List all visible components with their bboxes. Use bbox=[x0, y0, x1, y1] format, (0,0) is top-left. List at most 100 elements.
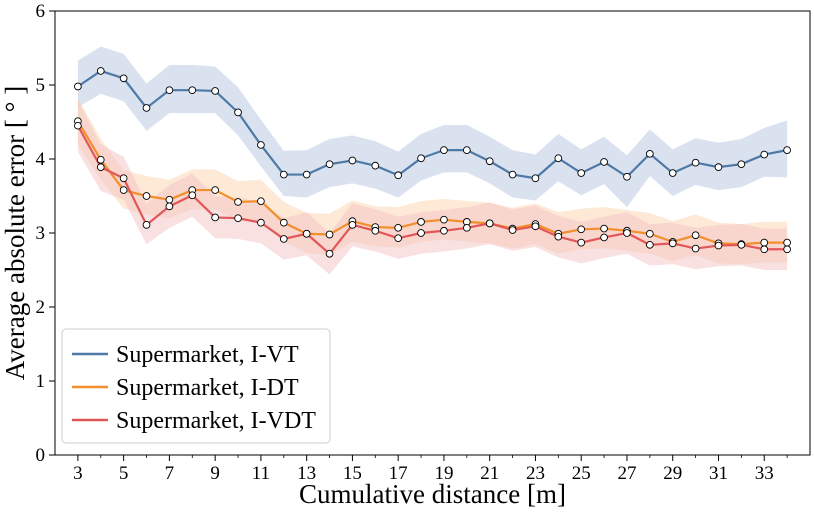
point-series-2 bbox=[645, 229, 654, 238]
point-series-1 bbox=[531, 174, 540, 183]
x-tick-label: 9 bbox=[210, 463, 220, 484]
point-series-3 bbox=[485, 219, 494, 228]
legend-label-series-3: Supermarket, I-VDT bbox=[116, 408, 316, 434]
point-series-3 bbox=[211, 213, 220, 222]
point-series-1 bbox=[371, 161, 380, 170]
point-series-3 bbox=[462, 223, 471, 232]
x-tick-label: 27 bbox=[617, 463, 636, 484]
point-series-2 bbox=[257, 197, 265, 206]
point-series-3 bbox=[165, 202, 174, 211]
point-series-3 bbox=[623, 229, 631, 237]
point-series-3 bbox=[371, 226, 380, 235]
point-series-3 bbox=[188, 191, 197, 200]
point-series-2 bbox=[325, 230, 334, 239]
point-series-3 bbox=[783, 245, 791, 254]
y-tick-label: 0 bbox=[36, 445, 46, 466]
point-series-1 bbox=[325, 160, 334, 169]
point-series-3 bbox=[417, 229, 425, 237]
series-markers bbox=[74, 67, 791, 258]
point-series-1 bbox=[279, 170, 288, 179]
point-series-3 bbox=[257, 218, 265, 227]
x-tick-label: 5 bbox=[119, 463, 129, 484]
x-tick-label: 7 bbox=[165, 463, 175, 484]
point-series-1 bbox=[577, 169, 586, 177]
point-series-3 bbox=[554, 232, 563, 241]
x-tick-label: 25 bbox=[572, 463, 591, 484]
point-series-2 bbox=[783, 238, 791, 247]
y-axis-ticks: 0 1 2 3 4 5 6 bbox=[36, 1, 55, 466]
point-series-2 bbox=[142, 192, 151, 200]
y-axis-title: Average absolute error [ ° ] bbox=[0, 86, 30, 380]
point-series-1 bbox=[142, 104, 151, 112]
point-series-1 bbox=[645, 149, 654, 158]
legend: Supermarket, I-VT Supermarket, I-DT Superm… bbox=[61, 328, 331, 444]
x-tick-label: 33 bbox=[755, 463, 774, 484]
y-tick-label: 2 bbox=[36, 297, 46, 318]
point-series-1 bbox=[211, 87, 220, 95]
point-series-1 bbox=[714, 163, 723, 171]
legend-box bbox=[61, 328, 331, 444]
point-series-3 bbox=[302, 229, 311, 238]
x-tick-label: 11 bbox=[252, 463, 270, 484]
point-series-3 bbox=[440, 226, 448, 235]
point-series-3 bbox=[119, 174, 128, 183]
point-series-1 bbox=[234, 108, 242, 117]
point-series-2 bbox=[119, 186, 128, 194]
point-series-2 bbox=[600, 224, 608, 233]
point-series-3 bbox=[760, 245, 769, 254]
point-series-1 bbox=[623, 172, 631, 181]
point-series-1 bbox=[74, 82, 82, 91]
point-series-2 bbox=[165, 195, 174, 204]
x-tick-label: 31 bbox=[709, 463, 728, 484]
point-series-1 bbox=[394, 171, 403, 180]
point-series-1 bbox=[691, 158, 700, 167]
y-tick-label: 4 bbox=[36, 149, 46, 170]
point-series-3 bbox=[394, 234, 403, 243]
legend-label-series-2: Supermarket, I-DT bbox=[116, 375, 299, 401]
x-tick-label: 21 bbox=[480, 463, 499, 484]
point-series-3 bbox=[508, 226, 517, 234]
point-series-2 bbox=[279, 218, 288, 227]
point-series-3 bbox=[96, 163, 105, 171]
band-series-3 bbox=[77, 99, 788, 275]
point-series-1 bbox=[302, 170, 311, 179]
point-series-3 bbox=[600, 233, 608, 242]
point-series-1 bbox=[440, 146, 448, 154]
point-series-2 bbox=[417, 218, 425, 226]
x-axis-ticks: 3 5 7 9 11 13 15 17 19 21 23 25 27 29 31 33 bbox=[73, 455, 788, 484]
x-tick-label: 3 bbox=[73, 463, 83, 484]
y-tick-label: 1 bbox=[36, 371, 46, 392]
point-series-3 bbox=[531, 222, 540, 231]
point-series-3 bbox=[714, 241, 723, 250]
x-tick-label: 29 bbox=[663, 463, 682, 484]
y-tick-label: 5 bbox=[36, 75, 46, 96]
y-tick-label: 6 bbox=[36, 1, 46, 22]
x-tick-label: 13 bbox=[297, 463, 316, 484]
point-series-1 bbox=[668, 169, 677, 177]
point-series-2 bbox=[211, 186, 220, 194]
point-series-1 bbox=[96, 67, 105, 75]
point-series-3 bbox=[234, 214, 242, 223]
point-series-1 bbox=[188, 86, 197, 95]
point-series-3 bbox=[691, 244, 700, 253]
point-series-1 bbox=[554, 154, 563, 163]
point-series-1 bbox=[257, 141, 265, 149]
point-series-1 bbox=[165, 86, 174, 95]
point-series-1 bbox=[737, 160, 746, 169]
x-tick-label: 23 bbox=[526, 463, 545, 484]
y-tick-label: 3 bbox=[36, 223, 46, 244]
point-series-1 bbox=[485, 157, 494, 166]
x-tick-label: 15 bbox=[343, 463, 362, 484]
x-tick-label: 17 bbox=[389, 463, 408, 484]
x-axis-title: Cumulative distance [m] bbox=[299, 479, 566, 509]
point-series-1 bbox=[783, 146, 791, 154]
point-series-1 bbox=[462, 146, 471, 154]
point-series-1 bbox=[119, 74, 128, 83]
point-series-3 bbox=[279, 235, 288, 243]
point-series-1 bbox=[417, 154, 425, 163]
point-series-3 bbox=[348, 221, 357, 229]
point-series-3 bbox=[577, 238, 586, 247]
point-series-2 bbox=[394, 223, 403, 232]
point-series-3 bbox=[668, 239, 677, 248]
